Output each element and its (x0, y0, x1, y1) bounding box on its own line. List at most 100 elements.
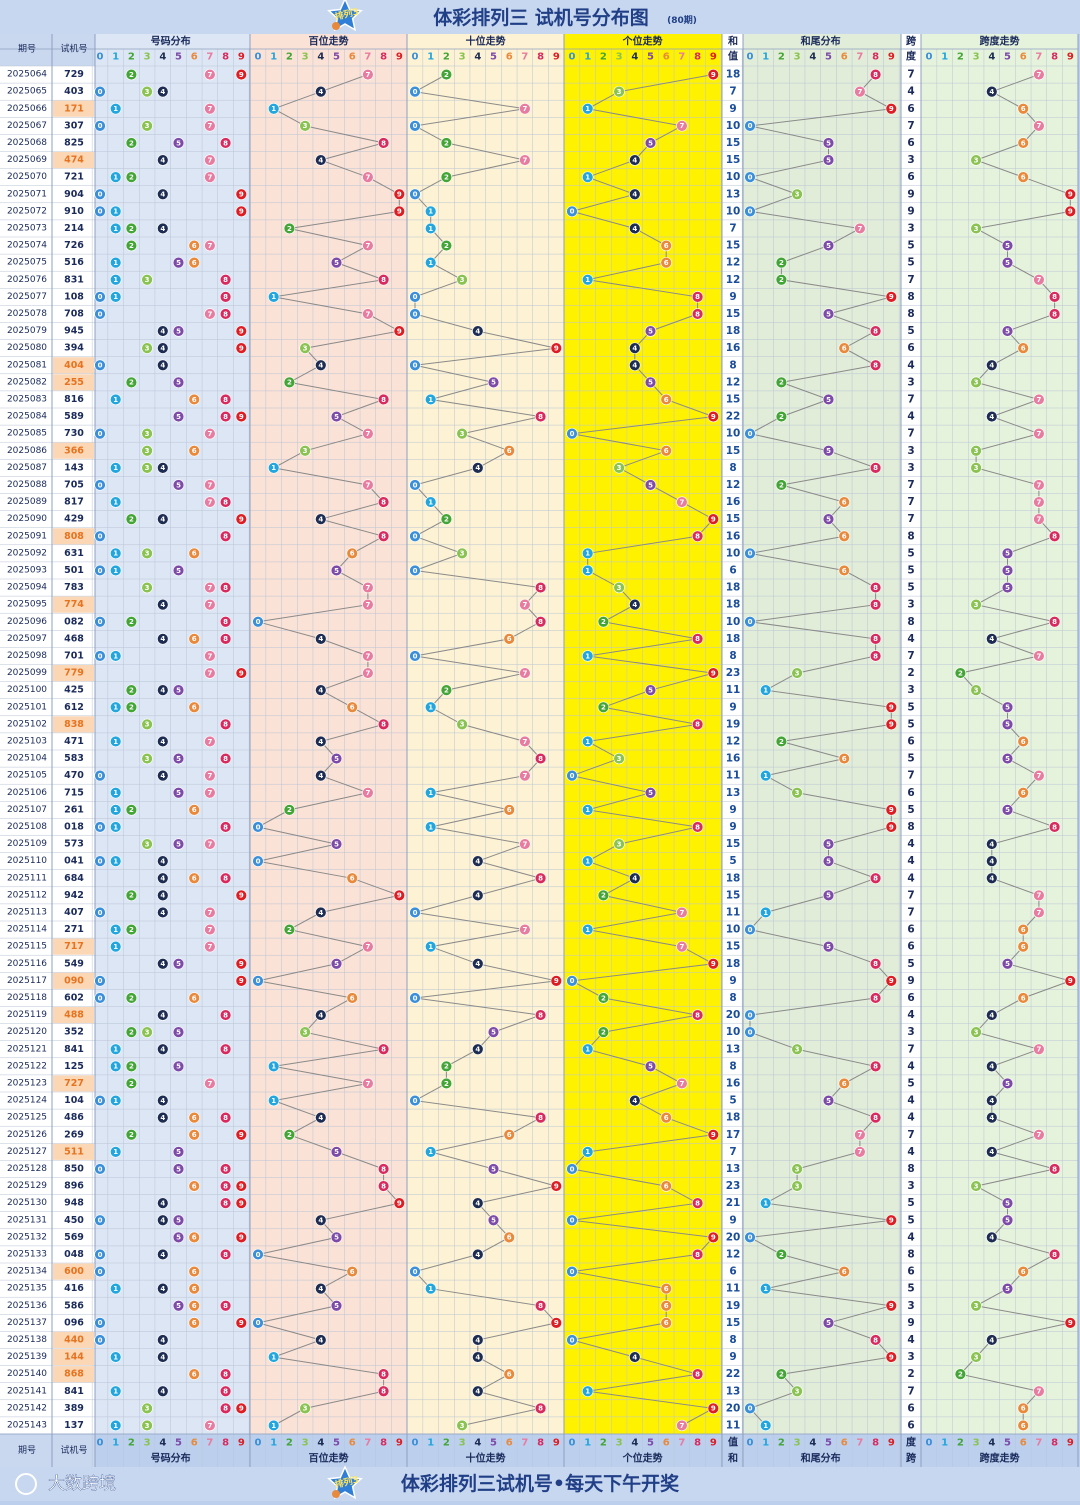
header-digit-tens: 9 (553, 52, 560, 63)
sumtail-ball: 6 (838, 530, 850, 542)
header-span-bot: 度 (906, 50, 917, 63)
ball-circle (109, 1282, 122, 1295)
sum-cell: 12 (726, 1248, 741, 1260)
ball-circle (172, 1026, 185, 1038)
ball-digit: 7 (1036, 892, 1041, 900)
ball-circle (822, 445, 835, 457)
ball-circle (775, 735, 788, 748)
units-ball: 4 (629, 359, 641, 371)
sumtail-ball: 2 (775, 1368, 788, 1380)
sum-cell: 18 (726, 1112, 741, 1124)
tens-ball: 3 (456, 1419, 468, 1432)
ball-digit: 8 (223, 1199, 228, 1207)
dist-ball: 9 (235, 1180, 248, 1192)
period-cell: 2025142 (7, 1403, 47, 1413)
dist-ball: 4 (157, 188, 169, 200)
ball-circle (1033, 889, 1045, 902)
ball-circle (219, 752, 232, 765)
dist-ball: 2 (125, 992, 138, 1004)
ball-digit: 0 (570, 977, 575, 985)
footer-sum-top: 和 (727, 1452, 738, 1465)
period-cell: 2025103 (7, 736, 47, 746)
units-ball: 8 (691, 291, 704, 303)
ball-digit: 0 (98, 310, 103, 318)
dist-ball: 0 (94, 205, 106, 218)
sumtail-ball: 8 (869, 650, 882, 662)
ball-digit: 8 (695, 721, 700, 729)
sum-cell: 22 (726, 411, 741, 423)
ball-digit: 1 (585, 806, 590, 814)
span-ball: 5 (1001, 564, 1014, 577)
units-ball: 1 (581, 804, 594, 816)
period-cell: 2025141 (7, 1386, 47, 1396)
dist-ball: 0 (94, 1094, 106, 1107)
ball-digit: 4 (160, 464, 165, 472)
ball-circle (299, 1402, 311, 1415)
ball-digit: 6 (192, 259, 197, 267)
ball-circle (519, 735, 531, 748)
dist-ball: 7 (204, 838, 216, 850)
ball-digit: 4 (160, 225, 165, 233)
ball-circle (315, 1334, 327, 1346)
period-cell: 2025117 (7, 976, 47, 986)
ball-digit: 5 (176, 379, 181, 387)
test-number-cell: 416 (64, 1283, 84, 1294)
sum-cell: 12 (726, 274, 741, 286)
ball-circle (157, 735, 169, 748)
hundreds-ball: 7 (362, 581, 374, 594)
dist-ball: 5 (172, 1146, 185, 1158)
ball-circle (1033, 906, 1045, 919)
tens-ball: 2 (440, 137, 453, 149)
ball-digit: 7 (1036, 481, 1041, 489)
ball-digit: 5 (826, 396, 831, 404)
ball-digit: 0 (748, 1405, 753, 1413)
table-row: 2025083 816 15 7 (7, 393, 915, 405)
test-number-cell: 841 (64, 1044, 84, 1055)
span-cell: 3 (907, 684, 914, 696)
ball-circle (660, 393, 672, 406)
table-row: 2025093 501 6 5 (7, 564, 915, 576)
header-sum-bot: 值 (728, 50, 738, 63)
test-number-cell: 774 (64, 599, 84, 610)
tens-ball: 4 (472, 1043, 484, 1055)
sumtail-ball: 8 (869, 359, 882, 371)
ball-digit: 7 (857, 225, 862, 233)
sumtail-ball: 8 (869, 581, 882, 594)
ball-digit: 3 (974, 379, 979, 387)
ball-circle (838, 1077, 850, 1090)
hundreds-ball: 5 (330, 410, 343, 423)
ball-digit: 2 (129, 173, 134, 181)
ball-digit: 9 (239, 515, 244, 523)
span-ball: 8 (1048, 308, 1061, 320)
ball-circle (188, 1129, 200, 1141)
table-row: 2025133 048 12 8 (7, 1248, 915, 1260)
test-number-cell: 108 (64, 291, 84, 302)
tens-ball: 2 (440, 513, 453, 525)
period-cell: 2025099 (7, 668, 47, 678)
ball-digit: 6 (1021, 173, 1026, 181)
dist-ball: 9 (235, 68, 248, 81)
ball-digit: 4 (318, 515, 323, 523)
sum-cell: 5 (729, 855, 736, 867)
dist-ball: 0 (94, 1163, 106, 1175)
sumtail-ball: 6 (838, 752, 850, 765)
ball-circle (172, 1163, 185, 1175)
header-section-spantrend: 跨度走势 (980, 35, 1020, 48)
span-ball: 5 (1001, 256, 1014, 269)
period-cell: 2025110 (7, 856, 47, 866)
ball-circle (822, 940, 835, 953)
span-ball: 5 (1001, 958, 1014, 970)
ball-digit: 4 (160, 892, 165, 900)
hundreds-ball: 8 (377, 1180, 390, 1192)
ball-circle (172, 752, 185, 765)
span-cell: 4 (907, 1095, 914, 1107)
span-cell: 8 (907, 616, 914, 628)
footer-digit-hundreds: 7 (364, 1438, 371, 1449)
ball-circle (330, 1146, 343, 1158)
tens-ball: 6 (503, 1368, 515, 1380)
sum-cell: 20 (726, 1009, 741, 1021)
header-section-hundreds: 百位走势 (309, 35, 349, 48)
ball-circle (109, 103, 122, 115)
ball-digit: 6 (842, 755, 847, 763)
span-cell: 6 (907, 941, 914, 953)
